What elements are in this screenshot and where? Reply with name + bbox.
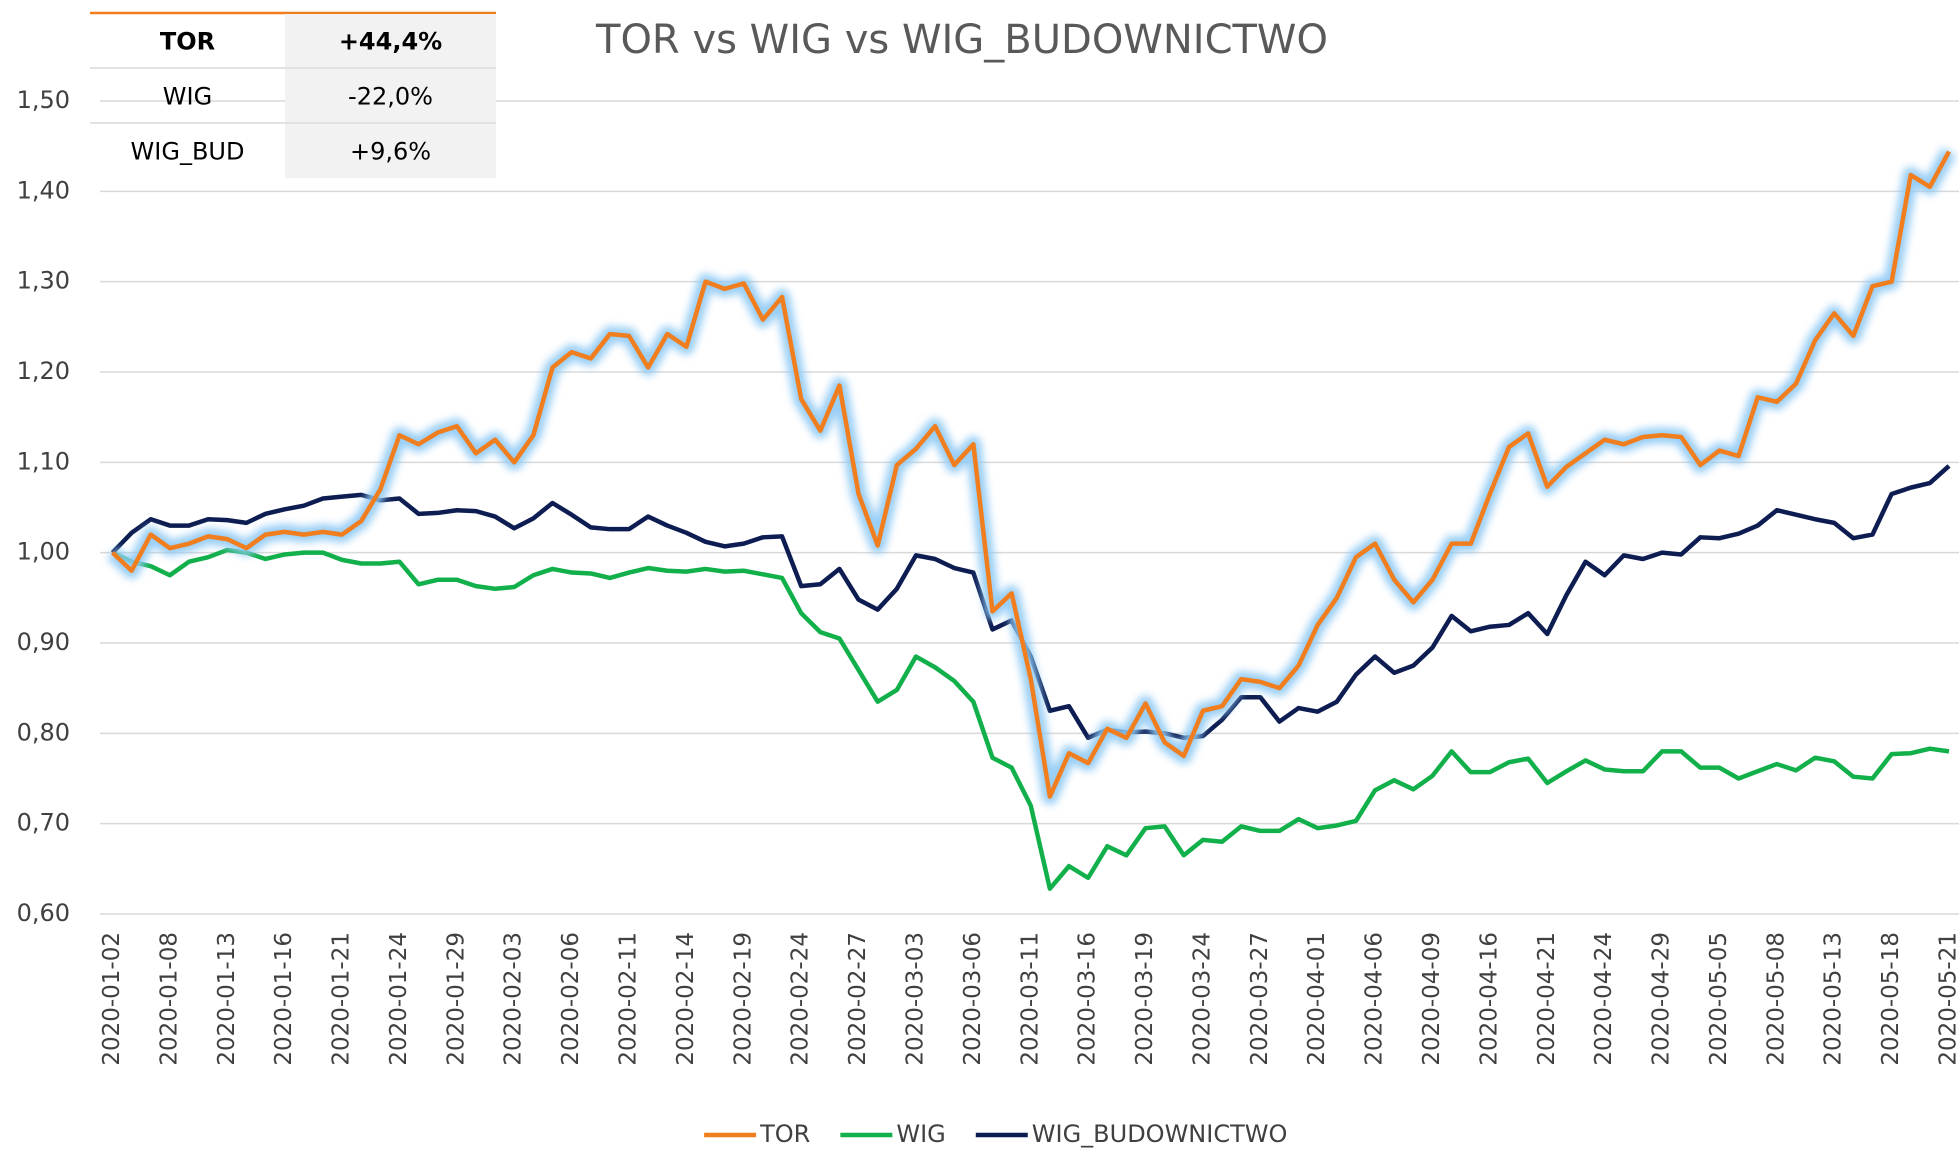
y-tick-label: 0,60 [17, 899, 70, 927]
x-tick-label: 2020-03-27 [1247, 932, 1273, 1066]
x-tick-label: 2020-04-21 [1534, 932, 1560, 1066]
y-tick-label: 1,00 [17, 538, 70, 566]
x-tick-label: 2020-03-19 [1132, 932, 1158, 1066]
x-tick-label: 2020-03-24 [1189, 932, 1215, 1066]
x-tick-label: 2020-03-06 [960, 932, 986, 1066]
y-tick-label: 0,70 [17, 809, 70, 837]
y-tick-label: 1,30 [17, 267, 70, 295]
series-line [110, 150, 1951, 799]
x-tick-label: 2020-02-06 [558, 932, 584, 1066]
x-tick-label: 2020-05-21 [1936, 932, 1959, 1066]
x-tick-label: 2020-04-09 [1419, 932, 1445, 1066]
legend-label: WIG [896, 1120, 945, 1148]
legend-label: WIG_BUDOWNICTWO [1032, 1120, 1288, 1148]
x-tick-label: 2020-01-21 [329, 932, 355, 1066]
x-tick-label: 2020-02-24 [788, 932, 814, 1066]
y-tick-label: 1,10 [17, 447, 70, 475]
x-tick-label: 2020-03-16 [1075, 932, 1101, 1066]
table-cell: -22,0% [348, 83, 433, 111]
x-tick-label: 2020-04-29 [1649, 932, 1675, 1066]
y-tick-label: 1,20 [17, 357, 70, 385]
table-cell-bg [285, 124, 496, 178]
x-tick-label: 2020-02-14 [673, 932, 699, 1066]
x-tick-label: 2020-03-03 [902, 932, 928, 1066]
x-tick-label: 2020-04-24 [1591, 932, 1617, 1066]
x-tick-label: 2020-05-18 [1878, 932, 1904, 1066]
x-tick-label: 2020-01-08 [156, 932, 182, 1066]
y-tick-label: 1,50 [17, 86, 70, 114]
table-cell: TOR [160, 28, 215, 56]
x-tick-label: 2020-01-24 [386, 932, 412, 1066]
table-cell: WIG_BUD [131, 138, 245, 166]
table-cell: +9,6% [350, 138, 431, 166]
x-tick-label: 2020-02-03 [501, 932, 527, 1066]
x-tick-label: 2020-04-16 [1476, 932, 1502, 1066]
y-tick-label: 0,80 [17, 718, 70, 746]
x-tick-label: 2020-01-13 [214, 932, 240, 1066]
table-cell-bg [285, 69, 496, 123]
table-cell: +44,4% [339, 28, 442, 56]
y-tick-label: 1,40 [17, 176, 70, 204]
table-cell: WIG [163, 83, 212, 111]
series-line [111, 547, 1950, 891]
x-tick-label: 2020-03-11 [1017, 932, 1043, 1066]
x-tick-label: 2020-01-16 [271, 932, 297, 1066]
x-tick-label: 2020-01-02 [99, 932, 125, 1066]
x-tick-label: 2020-04-01 [1304, 932, 1330, 1066]
x-tick-label: 2020-02-19 [730, 932, 756, 1066]
legend-label: TOR [759, 1120, 810, 1148]
x-tick-label: 2020-05-08 [1763, 932, 1789, 1066]
x-tick-label: 2020-04-06 [1362, 932, 1388, 1066]
x-tick-label: 2020-02-27 [845, 932, 871, 1066]
x-tick-label: 2020-02-11 [616, 932, 642, 1066]
x-tick-label: 2020-05-13 [1821, 932, 1847, 1066]
y-tick-label: 0,90 [17, 628, 70, 656]
chart-title: TOR vs WIG vs WIG_BUDOWNICTWO [595, 17, 1328, 63]
x-tick-label: 2020-01-29 [443, 932, 469, 1066]
table-cell-bg [285, 14, 496, 68]
x-tick-label: 2020-05-05 [1706, 932, 1732, 1066]
